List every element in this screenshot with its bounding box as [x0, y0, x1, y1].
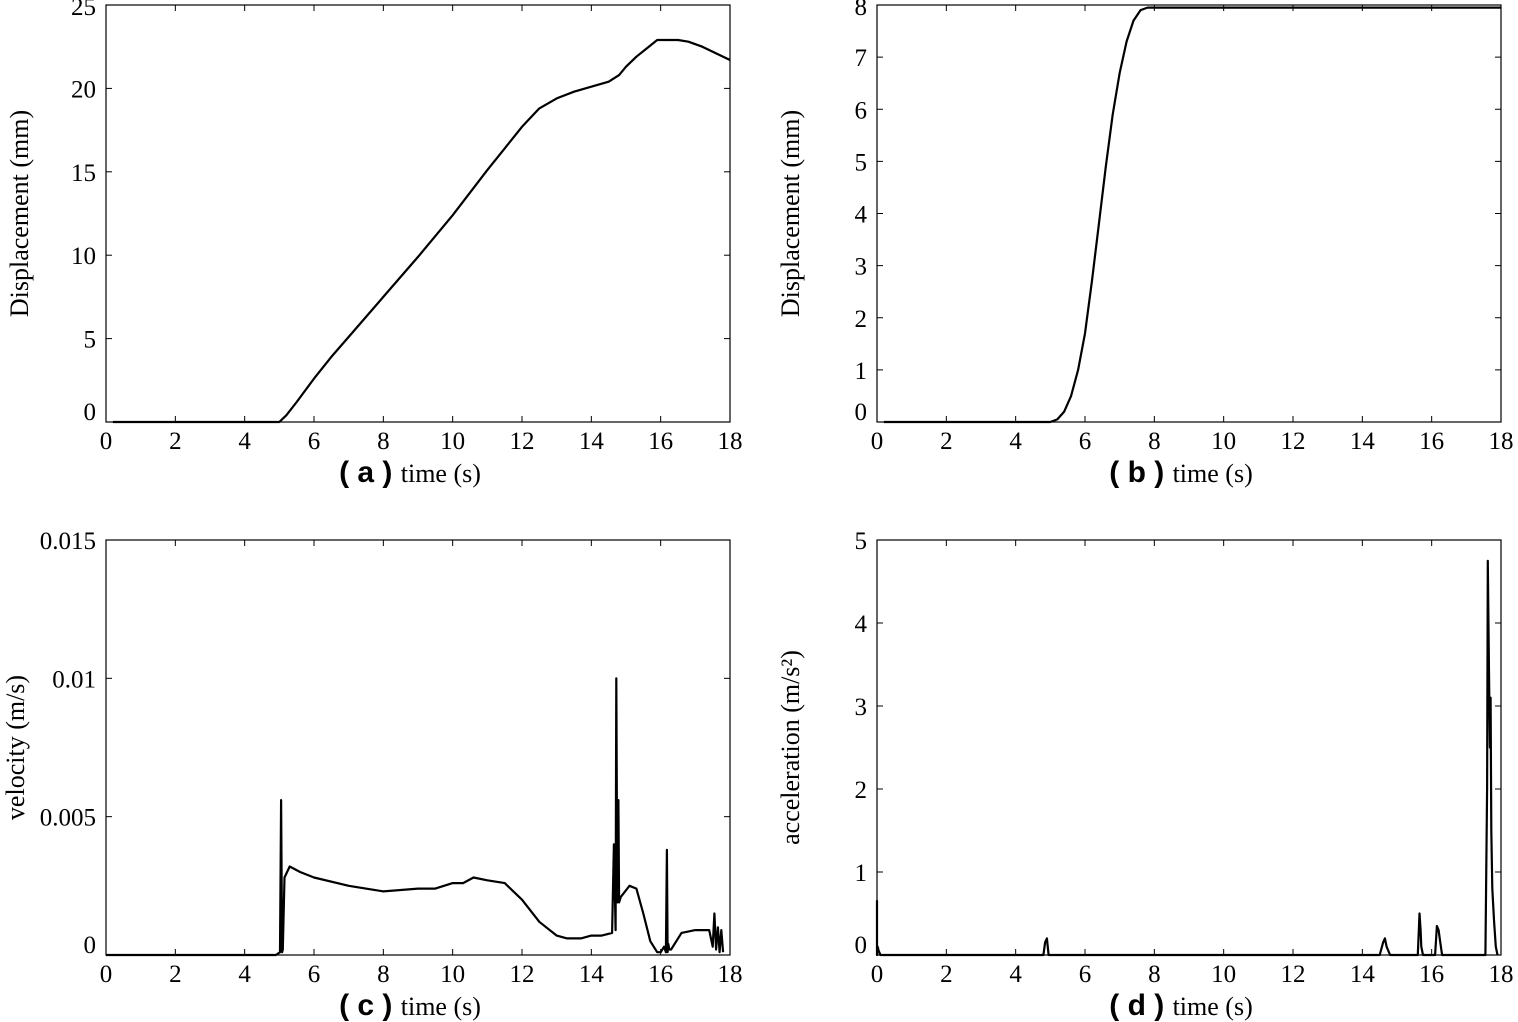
x-tick-label: 18 — [718, 961, 743, 988]
y-tick-label: 0.01 — [52, 666, 96, 693]
y-tick-label: 0 — [84, 932, 97, 959]
series-line-acceleration — [875, 559, 1499, 957]
x-tick-label: 10 — [1211, 961, 1236, 988]
x-tick-label: 18 — [1489, 961, 1514, 988]
y-tick-label: 15 — [71, 160, 96, 187]
y-tick-label: 0 — [855, 932, 868, 959]
x-tick-label: 16 — [648, 961, 673, 988]
x-tick-label: 18 — [1489, 428, 1514, 455]
x-tick-label: 2 — [169, 428, 182, 455]
y-tick-label: 3 — [855, 694, 868, 721]
x-axis-label: ( b ) time (s) — [1109, 456, 1252, 489]
series-line-velocity — [106, 677, 725, 957]
y-tick-label: 2 — [855, 306, 868, 333]
x-tick-label: 8 — [377, 961, 390, 988]
series-line-displacement — [112, 38, 731, 424]
plot-frame — [105, 4, 731, 423]
x-tick-label: 2 — [940, 961, 953, 988]
x-tick-label: 10 — [440, 961, 465, 988]
x-tick-label: 4 — [1009, 961, 1022, 988]
x-tick-label: 16 — [1419, 428, 1444, 455]
x-tick-label: 10 — [1211, 428, 1236, 455]
x-tick-label: 8 — [1148, 961, 1161, 988]
x-tick-label: 4 — [238, 428, 251, 455]
x-tick-label: 12 — [510, 428, 535, 455]
x-tick-label: 0 — [100, 961, 113, 988]
x-tick-label: 16 — [1419, 961, 1444, 988]
x-tick-label: 2 — [940, 428, 953, 455]
y-tick-label: 0 — [855, 399, 868, 426]
y-tick-label: 0.005 — [40, 805, 96, 832]
x-tick-label: 10 — [440, 428, 465, 455]
x-tick-label: 6 — [1079, 961, 1092, 988]
x-tick-label: 0 — [871, 961, 884, 988]
y-axis-label: acceleration (m/s²) — [776, 650, 805, 845]
y-tick-label: 3 — [855, 254, 868, 281]
x-axis-label: ( c ) time (s) — [339, 989, 481, 1022]
y-tick-label: 6 — [855, 97, 868, 124]
plot-frame — [876, 539, 1502, 956]
y-tick-label: 5 — [855, 149, 868, 176]
x-axis-title: time (s) — [1173, 459, 1253, 488]
y-tick-label: 1 — [855, 358, 868, 385]
y-tick-label: 0 — [84, 399, 97, 426]
y-tick-label: 1 — [855, 860, 868, 887]
y-tick-label: 5 — [855, 528, 868, 555]
x-tick-label: 6 — [1079, 428, 1092, 455]
x-axis-label: ( d ) time (s) — [1109, 989, 1252, 1022]
x-axis-label: ( a ) time (s) — [339, 456, 481, 489]
y-tick-label: 0.015 — [40, 528, 96, 555]
x-tick-label: 6 — [308, 428, 321, 455]
plot-frame — [876, 4, 1502, 423]
y-tick-label: 10 — [71, 243, 96, 270]
y-tick-label: 2 — [855, 777, 868, 804]
x-tick-label: 8 — [1148, 428, 1161, 455]
y-tick-label: 20 — [71, 76, 96, 103]
x-tick-label: 2 — [169, 961, 182, 988]
y-axis-label: velocity (m/s) — [1, 675, 30, 820]
x-tick-label: 14 — [1350, 428, 1376, 455]
x-tick-label: 8 — [377, 428, 390, 455]
x-axis-title: time (s) — [401, 992, 481, 1021]
chart-panel-1: 0 2 4 6 8 10 12 14 16 18 0 5 10 15 20 25 ( a ) time (s) D… — [5, 0, 743, 489]
panel-label: ( d ) — [1109, 989, 1172, 1022]
y-tick-label: 4 — [855, 202, 868, 229]
x-axis-title: time (s) — [1173, 992, 1253, 1021]
plot-frame — [105, 539, 731, 956]
panel-label: ( a ) — [339, 456, 401, 489]
x-tick-label: 0 — [871, 428, 884, 455]
x-axis-title: time (s) — [401, 459, 481, 488]
panel-label: ( b ) — [1109, 456, 1172, 489]
y-tick-label: 4 — [855, 611, 868, 638]
chart-panel-3: 0 2 4 6 8 10 12 14 16 18 0 0.005 0.01 0.015 ( c ) time… — [1, 528, 743, 1022]
x-tick-label: 0 — [100, 428, 113, 455]
y-tick-label: 25 — [71, 0, 96, 21]
x-tick-label: 16 — [648, 428, 673, 455]
x-tick-label: 12 — [510, 961, 535, 988]
x-tick-label: 4 — [1009, 428, 1022, 455]
x-tick-label: 14 — [579, 961, 605, 988]
x-tick-label: 18 — [718, 428, 743, 455]
x-tick-label: 4 — [238, 961, 251, 988]
x-tick-label: 14 — [579, 428, 605, 455]
series-line-displacement — [883, 6, 1501, 424]
x-tick-label: 6 — [308, 961, 321, 988]
x-tick-label: 12 — [1281, 961, 1306, 988]
y-tick-label: 5 — [84, 327, 97, 354]
y-axis-label: Displacement (mm) — [776, 110, 805, 317]
y-tick-label: 7 — [855, 45, 868, 72]
y-axis-label: Displacement (mm) — [5, 110, 34, 317]
y-tick-label: 8 — [855, 0, 868, 21]
x-tick-label: 14 — [1350, 961, 1376, 988]
panel-label: ( c ) — [339, 989, 401, 1022]
x-tick-label: 12 — [1281, 428, 1306, 455]
